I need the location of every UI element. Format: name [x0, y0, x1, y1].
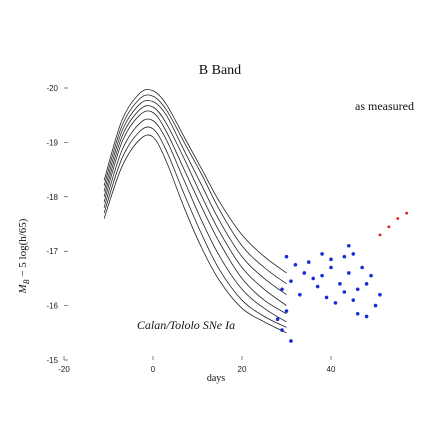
outlier-point — [387, 225, 391, 229]
data-point — [342, 290, 347, 294]
data-point — [329, 265, 333, 270]
data-point — [333, 301, 338, 305]
data-point — [355, 287, 360, 292]
y-axis-label-rest: − 5 log(h/65) — [17, 218, 29, 279]
data-point — [378, 292, 382, 297]
template-curve — [103, 134, 287, 334]
data-point — [364, 282, 369, 286]
data-point — [284, 309, 289, 313]
data-point — [347, 243, 351, 248]
y-axis-label: MB − 5 log(h/65) — [17, 218, 31, 294]
data-point — [284, 254, 289, 259]
x-tick-label: 20 — [238, 365, 247, 374]
template-curve — [103, 105, 287, 306]
data-point — [351, 252, 356, 256]
data-point — [329, 257, 333, 262]
svg-text:MB − 5 log(h/65): MB − 5 log(h/65) — [17, 218, 31, 294]
template-curve — [103, 118, 287, 323]
data-point — [351, 298, 356, 302]
annotation-as-measured: as measured — [355, 99, 414, 113]
data-point — [338, 282, 342, 286]
chart-title: B Band — [199, 63, 241, 78]
outlier-points — [378, 211, 409, 237]
data-point — [360, 265, 364, 270]
data-point — [315, 284, 320, 289]
y-axis-label-sub: B — [22, 279, 31, 284]
template-curve — [103, 99, 287, 296]
data-point — [373, 303, 378, 308]
data-point — [364, 314, 369, 319]
y-tick-label: -17 — [46, 247, 58, 256]
data-point — [320, 273, 324, 278]
x-tick-label: 0 — [151, 365, 156, 374]
y-tick-label: -18 — [46, 193, 58, 202]
template-curve — [103, 126, 287, 328]
template-curve — [103, 94, 287, 285]
y-axis-label-main: M — [17, 283, 29, 294]
data-point — [289, 339, 293, 343]
data-point — [355, 311, 360, 316]
data-point — [311, 276, 316, 281]
data-point — [324, 295, 329, 300]
template-curve — [103, 110, 287, 315]
template-curves — [103, 89, 287, 334]
axis-ticks: -20 0 20 40 -20 -19 -18 -17 -16 -15 — [46, 84, 336, 374]
x-tick-label: 40 — [327, 365, 336, 374]
template-curve — [103, 89, 287, 274]
data-point — [342, 254, 347, 259]
x-axis-label: days — [207, 373, 225, 384]
y-tick-label: -16 — [46, 302, 58, 311]
data-point — [320, 252, 324, 256]
data-point — [275, 317, 280, 322]
annotation-calan-tololo: Calan/Tololo SNe Ia — [137, 318, 235, 332]
data-point — [347, 271, 351, 275]
y-tick-label: -15 — [46, 356, 58, 365]
data-point — [298, 292, 302, 297]
outlier-point — [405, 211, 409, 215]
data-point — [293, 263, 298, 267]
data-point — [280, 328, 284, 332]
data-point — [280, 287, 284, 292]
y-tick-label: -20 — [46, 84, 58, 93]
data-point — [302, 271, 307, 275]
data-point — [369, 273, 373, 278]
data-points — [275, 243, 382, 343]
data-point — [289, 279, 293, 283]
outlier-point — [378, 233, 382, 237]
y-tick-label: -19 — [46, 138, 58, 147]
x-tick-label: -20 — [58, 365, 70, 374]
data-point — [306, 260, 311, 264]
outlier-point — [396, 217, 400, 220]
